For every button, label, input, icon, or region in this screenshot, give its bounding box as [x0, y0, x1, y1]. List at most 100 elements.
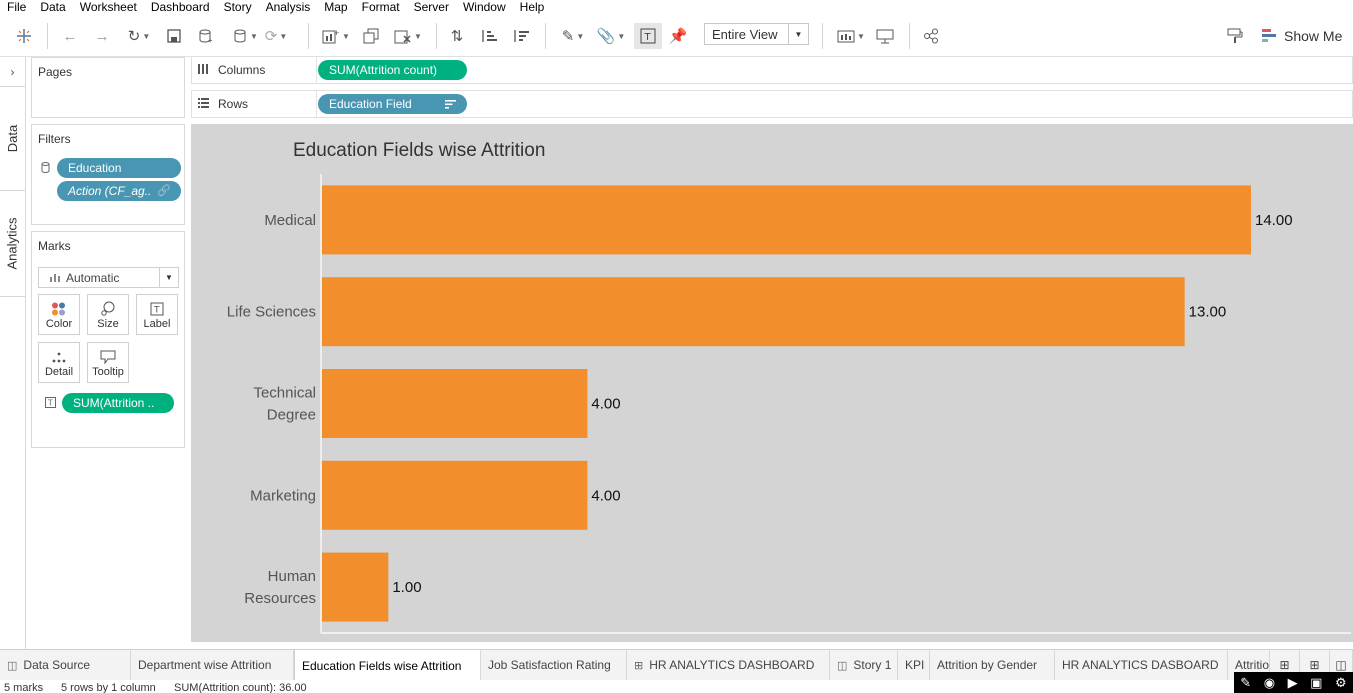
filter-pill-education[interactable]: Education: [57, 158, 181, 178]
window-icon[interactable]: ▣: [1310, 674, 1323, 690]
group-members-icon[interactable]: 📎 ▼: [596, 28, 626, 45]
menu-worksheet[interactable]: Worksheet: [79, 0, 137, 14]
tableau-logo-icon[interactable]: [12, 23, 36, 49]
svg-text:+: +: [334, 28, 339, 38]
fit-view-select[interactable]: Entire View ▼: [704, 23, 809, 45]
refresh-icon[interactable]: ⟳ ▼: [264, 28, 288, 45]
marks-detail-label: Detail: [44, 366, 74, 378]
format-painter-icon[interactable]: [1224, 23, 1246, 49]
marks-detail-button[interactable]: Detail: [38, 342, 80, 383]
bar-chart[interactable]: 14.00 Medical 13.00 Life Sciences 4.00 Techni…: [191, 124, 1353, 642]
show-mark-labels-icon[interactable]: T: [634, 23, 662, 49]
tab-analytics[interactable]: Analytics: [0, 191, 25, 297]
replay-icon[interactable]: ↻ ▼: [127, 28, 151, 45]
filters-card[interactable]: Filters Education Action (CF_ag.. 🔗: [31, 124, 185, 225]
collapse-panel-button[interactable]: ›: [0, 57, 25, 87]
menu-file[interactable]: File: [7, 0, 27, 14]
data-label: 4.00: [591, 487, 620, 504]
toolbar-separator: [545, 23, 546, 49]
color-icon: [52, 302, 65, 316]
tab-data-source[interactable]: ◫ Data Source: [0, 650, 131, 680]
menu-server[interactable]: Server: [413, 0, 449, 14]
camera-icon[interactable]: ◉: [1263, 674, 1276, 690]
settings-icon[interactable]: ⚙: [1335, 674, 1347, 690]
menu-map[interactable]: Map: [324, 0, 348, 14]
share-icon[interactable]: [920, 23, 942, 49]
marks-label-pill[interactable]: SUM(Attrition ..: [62, 393, 174, 413]
pause-updates-icon[interactable]: ▼: [228, 23, 264, 49]
edit-icon[interactable]: ✎: [1240, 674, 1252, 690]
tab-label: KPI: [905, 658, 925, 672]
filter-pill-education-label: Education: [68, 161, 122, 175]
size-icon: [101, 301, 115, 316]
mark-type-select[interactable]: Automatic ▼: [38, 267, 179, 288]
undo-icon[interactable]: ←: [62, 27, 78, 45]
menu-dashboard[interactable]: Dashboard: [150, 0, 210, 14]
swap-rows-columns-icon[interactable]: ⇅: [450, 28, 464, 45]
data-label: 4.00: [591, 396, 620, 413]
marks-label-button[interactable]: T Label: [136, 294, 178, 335]
show-cards-icon[interactable]: ▼: [834, 23, 868, 49]
tab-story-1[interactable]: ◫ Story 1: [830, 650, 898, 680]
bar[interactable]: [322, 277, 1185, 347]
chevron-down-icon: ▼: [159, 268, 178, 287]
fit-view-value: Entire View: [712, 26, 778, 42]
detail-icon: [52, 352, 66, 363]
marks-tooltip-button[interactable]: Tooltip: [87, 342, 129, 383]
bar[interactable]: [322, 369, 588, 438]
status-bar: 5 marks 5 rows by 1 column SUM(Attrition…: [0, 680, 1353, 693]
toolbar: ← → ↻ ▼ + ▼ ⟳ ▼ + ▼ ▼ ⇅ ✎ ▼ 📎 ▼ T 📌 Entire Vi…: [0, 15, 1353, 57]
tab-job-satisfaction-rating[interactable]: Job Satisfaction Rating: [481, 650, 627, 680]
video-icon[interactable]: ▶: [1287, 674, 1298, 690]
fix-axes-pin-icon[interactable]: 📌: [668, 28, 688, 45]
tab-data-label: Data: [5, 124, 20, 153]
tab-department-wise-attrition[interactable]: Department wise Attrition: [131, 650, 294, 680]
menu-story[interactable]: Story: [223, 0, 252, 14]
bar[interactable]: [322, 460, 588, 530]
marks-card[interactable]: Marks Automatic ▼ Color Size T Label Det…: [31, 231, 185, 448]
menu-data[interactable]: Data: [40, 0, 66, 14]
filter-pill-action[interactable]: Action (CF_ag.. 🔗: [57, 181, 181, 201]
show-me-icon: [1262, 29, 1276, 42]
filters-card-title: Filters: [38, 132, 71, 146]
tab-kpi[interactable]: KPI: [898, 650, 930, 680]
label-text-icon: T: [45, 397, 56, 411]
pages-card[interactable]: Pages: [31, 57, 185, 118]
menu-help[interactable]: Help: [519, 0, 545, 14]
show-me-button[interactable]: Show Me: [1262, 24, 1342, 48]
tooltip-icon: [100, 350, 116, 364]
marks-size-button[interactable]: Size: [87, 294, 129, 335]
viz-canvas[interactable]: Education Fields wise Attrition 14.00 Med…: [191, 124, 1353, 642]
menu-window[interactable]: Window: [462, 0, 506, 14]
bar[interactable]: [322, 552, 389, 622]
sort-descending-icon[interactable]: [510, 23, 532, 49]
new-dashboard-tab-button[interactable]: ⊞: [1300, 650, 1330, 680]
presentation-mode-icon[interactable]: [874, 23, 896, 49]
tab-education-fields-wise-attrition[interactable]: Education Fields wise Attrition: [294, 650, 481, 681]
highlight-icon[interactable]: ✎ ▼: [561, 28, 585, 45]
clear-sheet-icon[interactable]: ▼: [390, 23, 426, 49]
tab-hr-analytics-dashboard[interactable]: ⊞ HR ANALYTICS DASHBOARD: [627, 650, 830, 680]
tab-attrition-by-gender[interactable]: Attrition by Gender: [930, 650, 1055, 680]
rows-shelf[interactable]: Rows Education Field: [191, 90, 1353, 118]
tab-label: HR ANALYTICS DASHBOARD: [649, 658, 815, 672]
columns-pill[interactable]: SUM(Attrition count): [318, 60, 467, 80]
redo-icon[interactable]: →: [94, 27, 110, 45]
duplicate-sheet-icon[interactable]: [360, 23, 382, 49]
menu-analysis[interactable]: Analysis: [265, 0, 311, 14]
tab-hr-analytics-dasboard[interactable]: HR ANALYTICS DASBOARD: [1055, 650, 1228, 680]
rows-pill[interactable]: Education Field: [318, 94, 467, 114]
save-icon[interactable]: [164, 23, 184, 49]
new-worksheet-tab-button[interactable]: ⊞: [1270, 650, 1300, 680]
new-data-source-icon[interactable]: +: [196, 23, 216, 49]
bar[interactable]: [322, 185, 1251, 255]
sort-ascending-icon[interactable]: [478, 23, 500, 49]
columns-shelf[interactable]: Columns SUM(Attrition count): [191, 56, 1353, 84]
marks-color-button[interactable]: Color: [38, 294, 80, 335]
tab-data[interactable]: Data: [0, 87, 25, 191]
new-worksheet-icon[interactable]: + ▼: [318, 23, 354, 49]
menu-format[interactable]: Format: [361, 0, 400, 14]
tab-attrition-truncated[interactable]: Attritio: [1228, 650, 1270, 680]
rows-icon: [198, 97, 210, 111]
menu-bar: File Data Worksheet Dashboard Story Anal…: [0, 0, 1353, 15]
